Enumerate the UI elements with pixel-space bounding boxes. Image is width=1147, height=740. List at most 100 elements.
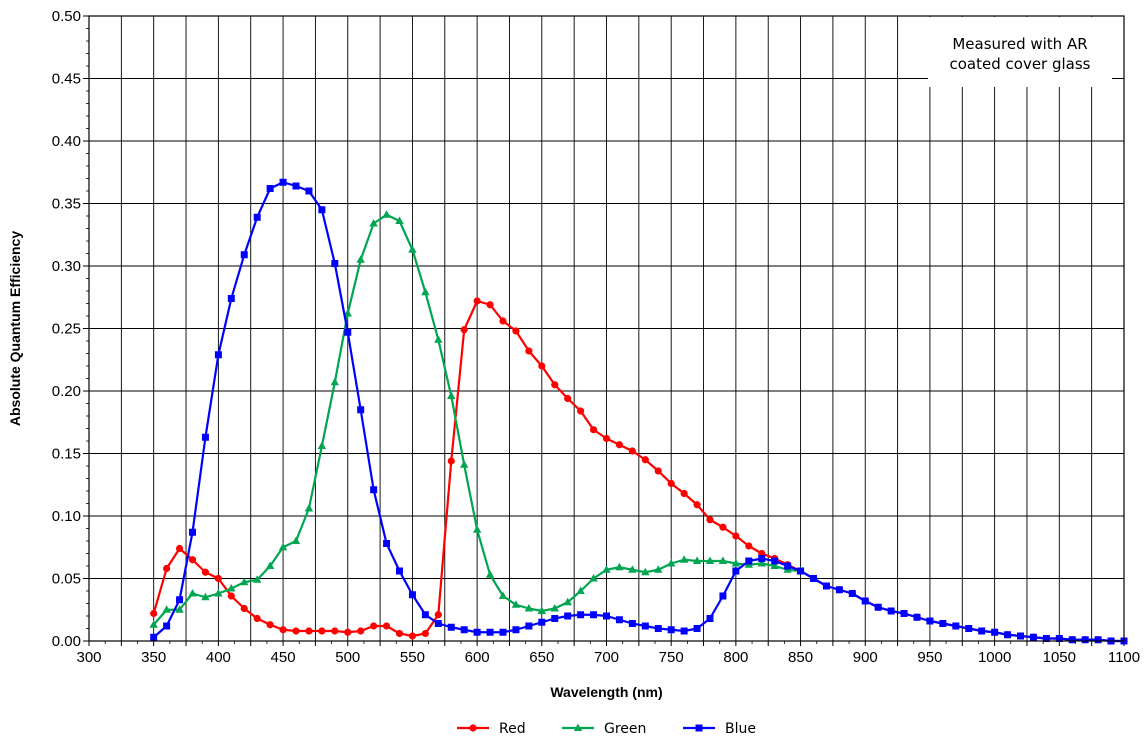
data-point-green [615, 562, 624, 571]
x-tick-label: 350 [141, 649, 166, 666]
data-point-red [732, 532, 740, 540]
data-point-blue [887, 607, 895, 615]
data-point-green [770, 561, 779, 569]
y-tick-label: 0.45 [52, 71, 81, 88]
data-point-blue [1004, 631, 1012, 639]
plot-grid [88, 15, 1125, 642]
data-point-green [278, 542, 288, 551]
data-point-red [538, 362, 546, 370]
annotation-box: Measured with AR coated cover glass [928, 17, 1112, 87]
x-tick-label: 650 [529, 649, 554, 666]
data-point-red [654, 467, 662, 475]
data-point-green [291, 536, 301, 544]
data-point-blue [874, 603, 882, 611]
data-point-blue [978, 627, 986, 635]
data-point-blue [292, 182, 300, 190]
data-point-blue [305, 187, 313, 195]
data-point-red [214, 574, 222, 583]
data-point-red [564, 394, 572, 403]
data-point-red [486, 301, 494, 309]
data-point-blue [1029, 633, 1037, 641]
data-point-blue [447, 623, 455, 631]
data-point-green [524, 604, 534, 612]
x-tick-label: 400 [206, 649, 231, 666]
legend: Red Green Blue [457, 721, 756, 737]
y-axis-title: Absolute Quantum Efficiency [7, 231, 23, 426]
data-point-blue [615, 616, 623, 624]
series-green [149, 210, 805, 628]
data-point-red [473, 297, 481, 305]
data-point-blue [822, 582, 830, 590]
data-point-blue [201, 433, 209, 441]
data-point-red [292, 627, 300, 635]
plot-frame [88, 15, 1125, 642]
data-point-red [395, 629, 404, 638]
data-point-blue [835, 586, 843, 594]
data-point-green [485, 570, 495, 578]
data-point-red [469, 724, 477, 732]
x-tick-label: 700 [594, 649, 619, 666]
data-point-green [498, 591, 508, 599]
data-point-green [330, 377, 340, 386]
data-point-red [421, 629, 429, 638]
data-point-green [705, 556, 715, 564]
tick-labels: 300 350 400 450 500 550 600 650 700 750 800 850 900 9… [52, 8, 1140, 666]
data-point-blue [952, 622, 960, 630]
data-point-blue [434, 620, 442, 627]
legend-item-blue: Blue [683, 721, 756, 737]
data-point-green [382, 210, 391, 218]
legend-label-green: Green [604, 721, 646, 737]
data-point-red [305, 627, 313, 635]
data-point-green [679, 555, 689, 563]
x-tick-label: 1050 [1043, 649, 1076, 666]
data-point-red [680, 489, 688, 498]
data-point-blue [603, 612, 610, 620]
y-tick-label: 0.00 [52, 633, 81, 650]
data-point-blue [421, 611, 429, 619]
data-point-blue [189, 528, 196, 536]
data-point-blue [240, 251, 248, 259]
x-axis-title: Wavelength (nm) [550, 684, 662, 700]
data-point-green [628, 565, 637, 573]
legend-label-blue: Blue [725, 721, 756, 737]
data-point-blue [1017, 632, 1024, 640]
data-point-green [434, 335, 443, 343]
data-point-blue [383, 540, 391, 547]
data-point-green [369, 219, 378, 227]
data-point-red [577, 407, 585, 415]
data-point-green [252, 575, 262, 583]
data-point-blue [695, 724, 703, 732]
data-point-red [175, 544, 184, 553]
data-point-blue [499, 628, 507, 636]
data-point-green [731, 559, 741, 567]
y-tick-label: 0.10 [52, 508, 81, 525]
data-point-blue [214, 351, 222, 359]
data-point-red [370, 622, 378, 630]
data-point-blue [939, 620, 947, 627]
data-point-blue [396, 567, 403, 575]
data-point-blue [706, 615, 714, 622]
data-point-red [512, 327, 520, 335]
data-point-red [408, 632, 417, 640]
data-point-red [188, 556, 197, 564]
data-point-green [641, 567, 650, 576]
data-point-blue [318, 206, 326, 214]
data-point-blue [163, 622, 171, 630]
y-tick-label: 0.30 [52, 258, 81, 275]
data-point-blue [848, 590, 856, 597]
data-point-red [499, 317, 507, 325]
data-point-blue [253, 213, 261, 221]
data-point-blue [473, 628, 481, 636]
data-point-green [304, 504, 314, 512]
data-point-blue [577, 611, 585, 619]
data-point-green [175, 605, 184, 613]
data-point-red [331, 627, 339, 635]
data-point-blue [861, 597, 869, 605]
axis-ticks [83, 15, 1125, 646]
data-point-blue [1068, 636, 1076, 644]
data-point-blue [331, 260, 339, 267]
data-point-red [279, 626, 287, 634]
y-tick-label: 0.15 [52, 446, 81, 463]
data-point-blue [667, 626, 675, 634]
